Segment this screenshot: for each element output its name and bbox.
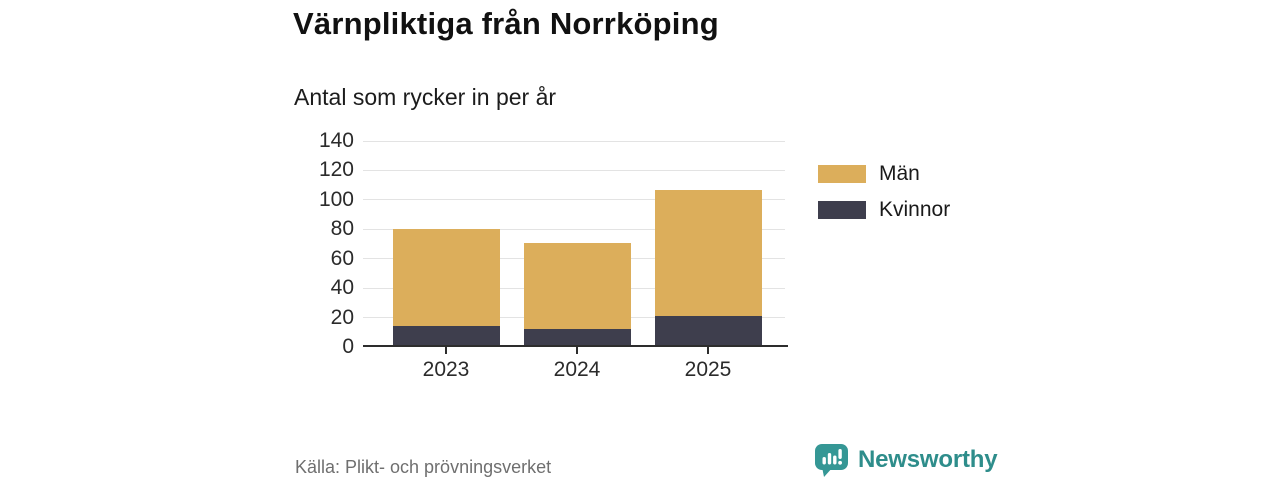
- brand-logo: Newsworthy: [815, 442, 998, 478]
- bar-segment-män-2023: [392, 229, 500, 327]
- x-axis-tick-label: 2025: [684, 358, 732, 381]
- x-axis-line: [363, 345, 788, 347]
- gridline: [363, 199, 785, 201]
- legend-swatch-man: [818, 165, 866, 183]
- legend-item-kvinnor: Kvinnor: [818, 198, 950, 222]
- y-axis-tick-label: 100: [318, 187, 354, 211]
- legend-label-man: Män: [879, 162, 920, 185]
- y-axis-tick-label: 20: [330, 305, 354, 329]
- y-axis-tick-label: 60: [330, 246, 354, 270]
- legend-item-man: Män: [818, 162, 950, 186]
- newsworthy-icon: [815, 444, 848, 477]
- gridline: [363, 228, 785, 230]
- legend-label-kvinnor: Kvinnor: [879, 198, 951, 221]
- source-note: Källa: Plikt- och prövningsverket: [295, 457, 552, 477]
- gridline: [363, 140, 785, 142]
- chart-title: Värnpliktiga från Norrköping: [293, 6, 719, 41]
- x-axis-tick-label: 2023: [422, 358, 470, 381]
- chart-subtitle: Antal som rycker in per år: [294, 84, 557, 110]
- gridline: [363, 169, 785, 171]
- legend-swatch-kvinnor: [818, 201, 866, 219]
- y-axis-tick-label: 140: [318, 129, 354, 152]
- x-axis-tick-label: 2024: [553, 358, 601, 381]
- bar-segment-män-2025: [654, 189, 762, 317]
- bar-segment-kvinnor-2025: [654, 316, 762, 347]
- y-axis-tick-label: 40: [330, 276, 354, 300]
- bar-segment-kvinnor-2024: [523, 329, 631, 347]
- x-axis-tick: [707, 347, 709, 354]
- legend: Män Kvinnor: [818, 162, 950, 234]
- y-axis-tick-label: 0: [342, 335, 354, 358]
- brand-name: Newsworthy: [858, 446, 998, 473]
- bar-segment-män-2024: [523, 242, 631, 330]
- y-axis-tick-label: 80: [330, 217, 354, 241]
- bar-segment-kvinnor-2023: [392, 326, 500, 347]
- y-axis-tick-label: 120: [318, 158, 354, 182]
- x-axis-tick: [445, 347, 447, 354]
- x-axis-tick: [576, 347, 578, 354]
